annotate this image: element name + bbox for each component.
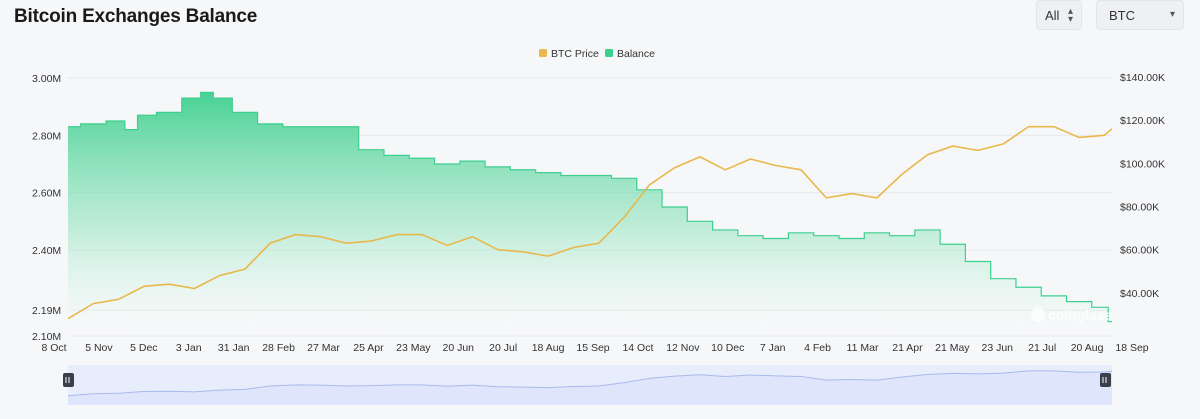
x-tick-label: 8 Oct <box>41 342 66 354</box>
x-tick-label: 12 Nov <box>666 342 700 354</box>
y-left-tick-label: 2.60M <box>32 188 61 200</box>
watermark-text: coinglass <box>1048 307 1113 323</box>
legend-label: BTC Price <box>551 48 599 60</box>
x-tick-label: 5 Nov <box>85 342 113 354</box>
x-tick-label: 10 Dec <box>711 342 744 354</box>
x-tick-label: 25 Apr <box>353 342 384 354</box>
x-tick-label: 21 Jul <box>1028 342 1056 354</box>
plot-area: coinglass <box>67 91 1113 336</box>
x-tick-label: 5 Dec <box>130 342 157 354</box>
y-right-tick-label: $100.00K <box>1120 158 1165 170</box>
y-left-tick-label: 3.00M <box>32 73 61 85</box>
series-balance-area <box>68 92 1112 336</box>
x-tick-label: 3 Jan <box>176 342 202 354</box>
x-tick-label: 7 Jan <box>760 342 786 354</box>
y-left-tick-label: 2.19M <box>32 305 61 317</box>
x-tick-label: 18 Aug <box>532 342 565 354</box>
legend-label: Balance <box>617 48 655 60</box>
navigator-area <box>68 370 1112 405</box>
series-btc-price-line <box>67 125 1113 320</box>
x-tick-label: 20 Aug <box>1071 342 1104 354</box>
navigator <box>63 365 1113 405</box>
y-right-tick-label: $40.00K <box>1120 288 1159 300</box>
y-right-tick-label: $140.00K <box>1120 72 1165 84</box>
x-tick-label: 28 Feb <box>262 342 295 354</box>
y-left-tick-label: 2.40M <box>32 245 61 257</box>
legend: BTC Price Balance <box>539 48 655 60</box>
x-tick-label: 21 May <box>935 342 970 354</box>
y-right-tick-label: $60.00K <box>1120 245 1159 257</box>
y-right-tick-label: $80.00K <box>1120 202 1159 214</box>
x-tick-label: 21 Apr <box>892 342 923 354</box>
legend-swatch <box>605 49 613 57</box>
x-tick-label: 27 Mar <box>307 342 340 354</box>
up-down-arrows-icon: ▴ ▾ <box>1067 6 1073 25</box>
x-tick-label: 18 Sep <box>1115 342 1148 354</box>
x-tick-label: 11 Mar <box>847 342 879 354</box>
x-tick-label: 23 Jun <box>981 342 1013 354</box>
x-tick-label: 23 May <box>396 342 431 354</box>
x-tick-label: 20 Jul <box>489 342 517 354</box>
y-right-tick-label: $120.00K <box>1120 115 1165 127</box>
y-left-tick-label: 2.10M <box>32 331 61 343</box>
x-tick-label: 15 Sep <box>576 342 609 354</box>
chevron-down-icon: ▾ <box>1169 9 1175 20</box>
page-title: Bitcoin Exchanges Balance <box>14 6 258 27</box>
unit-select[interactable]: BTC ▾ <box>1096 0 1184 30</box>
time-range-select[interactable]: All ▴ ▾ <box>1036 0 1082 30</box>
x-tick-label: 31 Jan <box>218 342 250 354</box>
x-tick-label: 4 Feb <box>804 342 831 354</box>
time-range-label: All <box>1045 7 1060 23</box>
navigator-line <box>67 370 1113 397</box>
x-tick-label: 14 Oct <box>622 342 653 354</box>
y-left-tick-label: 2.80M <box>32 130 61 142</box>
axes: 3.00M 2.80M 2.60M 2.40M 2.19M 2.10M $140.00K $1… <box>32 72 1165 354</box>
watermark-logo <box>1031 308 1045 322</box>
legend-swatch <box>539 49 547 57</box>
series-balance-line <box>68 91 1112 323</box>
x-tick-label: 20 Jun <box>442 342 474 354</box>
unit-label: BTC <box>1109 7 1135 23</box>
